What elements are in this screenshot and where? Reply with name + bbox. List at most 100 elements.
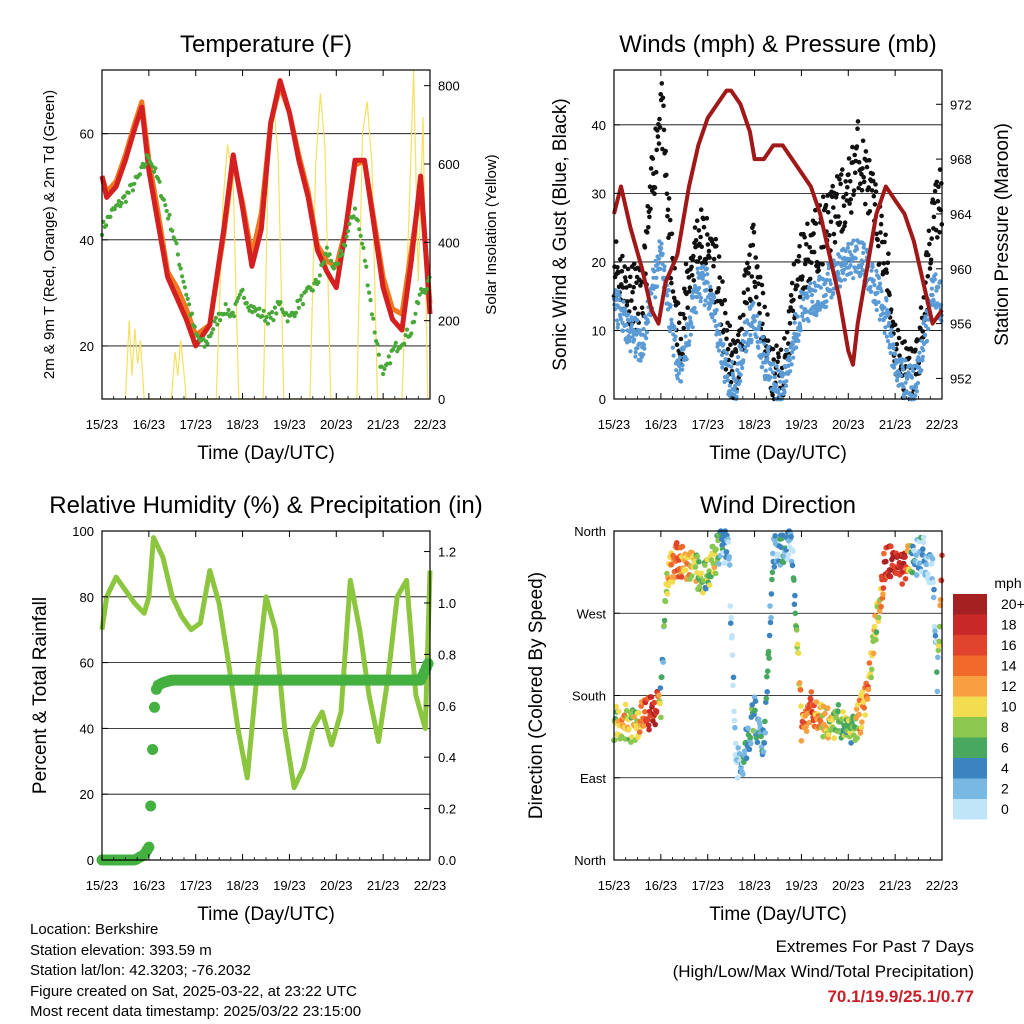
wind-point [757,324,762,329]
dewpoint-point [205,341,210,346]
gust-point [895,327,901,333]
dewpoint-point [157,179,162,184]
gust-point [802,234,807,240]
dewpoint-point [424,287,429,292]
wind-point [701,264,706,269]
dewpoint-point [180,274,185,279]
wind-point [674,368,679,373]
dewpoint-point [316,280,321,285]
wind-point [662,264,667,269]
dewpoint-point [361,245,366,250]
wind-point [790,350,795,355]
dewpoint-point [211,327,216,332]
y2-axis-label: Solar Insolation (Yellow) [483,154,500,314]
wind-point [633,350,638,355]
x-tick-label: 22/23 [926,878,959,893]
wind-point [673,334,678,339]
direction-point [822,710,828,717]
wind-point [827,278,833,283]
wind-point [909,392,914,398]
gust-point [846,172,851,177]
direction-point [727,620,734,626]
x-tick-label: 16/23 [133,878,166,893]
gust-point [790,308,796,314]
wind-point [879,289,884,294]
direction-point [764,673,770,680]
wind-point [692,305,697,311]
colorbar-swatch [953,717,987,738]
wind-point [710,299,715,304]
dewpoint-point [263,318,268,323]
direction-point [798,738,805,744]
gust-point [750,242,756,248]
direction-point [728,614,734,621]
gust-point [877,261,882,266]
elevation-text: Station elevation: 393.59 m [30,941,212,959]
wind-point [913,393,918,398]
gust-point [741,290,747,296]
gust-point [642,245,648,250]
dewpoint-point [257,306,262,311]
direction-point [746,746,753,753]
wind-point [768,375,773,380]
dewpoint-point [272,305,277,310]
gust-point [752,284,758,290]
wind-point [798,328,803,333]
wind-point [765,356,770,361]
wind-point [719,352,725,358]
wind-point [876,275,882,281]
latlon-text: Station lat/lon: 42.3203; -76.2032 [30,962,252,979]
gust-point [727,323,733,329]
colorbar-swatch [953,737,987,758]
wind-point [717,331,722,336]
wind-point [825,271,830,276]
gust-point [661,127,667,133]
wind-point [923,323,929,329]
wind-point [931,299,936,304]
wind-point [708,284,713,289]
y-tick-label: 40 [80,233,94,248]
wind-point [677,355,683,360]
colorbar-swatch [953,758,987,779]
direction-point [698,570,704,576]
wind-point [858,271,863,277]
wind-point [646,320,651,325]
wind-point [821,277,826,282]
wind-point [740,365,745,371]
direction-point [868,666,875,673]
wind-point [870,264,875,269]
wind-point [616,322,621,327]
wind-point [656,261,661,266]
dewpoint-point [382,366,387,371]
gust-point [847,179,853,184]
colorbar-label: 20+ [1001,596,1024,612]
dewpoint-point [209,331,214,336]
direction-point [691,558,698,565]
dewpoint-point [161,197,166,202]
wind-point [861,245,866,250]
gust-point [724,336,729,342]
dewpoint-point [364,264,369,269]
gust-point [746,265,752,270]
colorbar-label: 14 [1001,658,1017,674]
gust-point [918,305,924,310]
direction-point [871,623,878,630]
wind-point [739,347,744,352]
chart-title: Winds (mph) & Pressure (mb) [619,31,936,58]
gust-point [665,207,671,213]
dewpoint-point [143,162,148,167]
direction-point [862,712,868,718]
colorbar-title: mph [994,575,1021,591]
wind-point [889,333,894,338]
dewpoint-point [386,354,391,359]
dewpoint-point [177,262,182,267]
dewpoint-point [360,241,365,246]
direction-point [645,722,652,729]
gust-point [809,260,814,266]
gust-point [676,320,682,326]
direction-point [745,725,751,731]
wind-point [736,355,741,360]
direction-point [909,569,916,576]
gust-point [845,185,850,190]
gust-point [749,274,755,279]
